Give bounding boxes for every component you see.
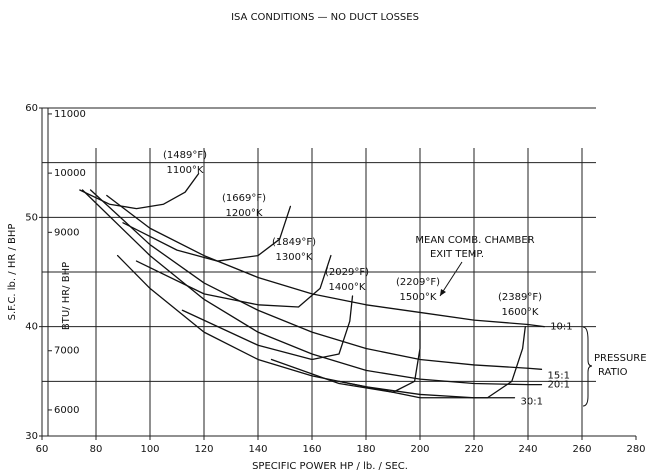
y-tick-label: 40 <box>25 322 38 333</box>
y-tick-label: 30 <box>25 431 38 442</box>
pressure-line <box>106 194 545 328</box>
x-tick-label: 100 <box>140 444 159 455</box>
temperature-label: (1669°F) <box>222 193 266 204</box>
temperature-line <box>135 254 332 308</box>
temperature-label: (2389°F) <box>498 292 542 303</box>
temperature-label: (1489°F) <box>163 150 207 161</box>
y2-tick-label: 11000 <box>54 109 86 120</box>
x-tick-label: 140 <box>248 444 267 455</box>
x-tick-label: 200 <box>410 444 429 455</box>
temperature-label: 1100°K <box>166 165 203 176</box>
x-tick-label: 280 <box>626 444 645 455</box>
y2-tick-label: 10000 <box>54 168 86 179</box>
temperature-label: (2029°F) <box>325 267 369 278</box>
y-tick-label: 60 <box>25 103 38 114</box>
annotation-arrow <box>439 261 463 297</box>
y2-tick-label: 7000 <box>54 346 79 357</box>
x-tick-label: 80 <box>90 444 103 455</box>
series-label: 15:1 <box>548 370 570 381</box>
temperature-line <box>79 172 200 210</box>
x-tick-label: 180 <box>356 444 375 455</box>
temperature-line <box>338 326 526 399</box>
group-label: RATIO <box>598 367 628 378</box>
pressure-line <box>81 189 543 386</box>
x-tick-label: 60 <box>36 444 49 455</box>
annotation: EXIT TEMP. <box>430 249 484 260</box>
y-tick-label: 50 <box>25 212 38 223</box>
temperature-label: (1849°F) <box>272 237 316 248</box>
group-label: PRESSURE <box>594 353 647 364</box>
x-tick-label: 260 <box>572 444 591 455</box>
temperature-label: 1300°K <box>275 252 312 263</box>
x-tick-label: 220 <box>464 444 483 455</box>
pressure-line <box>89 189 543 370</box>
brace <box>582 326 593 407</box>
series-label: 20:1 <box>548 380 570 391</box>
y2-axis-label: BTU/ HR/ BHP <box>61 262 72 330</box>
y-axis-label: S.F.C. lb. / HR / BHP <box>7 224 18 321</box>
x-axis-label: SPECIFIC POWER HP / lb. / SEC. <box>252 461 408 472</box>
series-label: 10:1 <box>550 322 572 333</box>
temperature-label: 1200°K <box>225 208 262 219</box>
series-label: 30:1 <box>521 397 543 408</box>
y2-tick-label: 9000 <box>54 227 79 238</box>
temperature-line <box>181 295 354 361</box>
temperature-label: 1600°K <box>501 307 538 318</box>
temperature-label: 1400°K <box>328 282 365 293</box>
x-tick-label: 160 <box>302 444 321 455</box>
temperature-label: 1500°K <box>399 292 436 303</box>
arrow-head <box>440 289 446 296</box>
chart-title: ISA CONDITIONS — NO DUCT LOSSES <box>231 12 419 23</box>
x-tick-label: 120 <box>194 444 213 455</box>
annotation: MEAN COMB. CHAMBER <box>415 235 534 246</box>
temperature-label: (2209°F) <box>396 277 440 288</box>
temperature-line <box>122 205 292 262</box>
temperature-line <box>270 320 421 393</box>
y2-tick-label: 6000 <box>54 405 79 416</box>
pressure-line <box>116 254 516 399</box>
x-tick-label: 240 <box>518 444 537 455</box>
